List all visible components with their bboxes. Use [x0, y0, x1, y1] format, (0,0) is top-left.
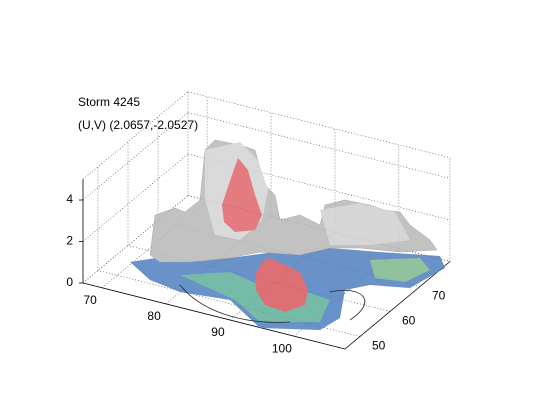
chart-title: Storm 4245	[78, 95, 140, 109]
wall-edge	[187, 91, 451, 159]
surface	[130, 139, 445, 330]
base-layer	[370, 258, 430, 282]
z-tick-label: 0	[66, 275, 73, 289]
y-tick-label: 60	[402, 314, 416, 328]
x-tick-label: 80	[147, 309, 161, 323]
red-surface	[255, 258, 308, 312]
x-tick-label: 100	[272, 341, 292, 355]
gray-surface	[320, 203, 410, 245]
contour	[329, 289, 365, 321]
y-tick-label: 70	[432, 289, 446, 303]
chart-subtitle: (U,V) (2.0657,-2.0527)	[78, 118, 198, 132]
base-layer	[180, 272, 330, 322]
contour	[179, 284, 291, 323]
grid-line	[187, 112, 451, 179]
x-tick-label: 90	[211, 325, 225, 339]
y-axis	[344, 261, 451, 350]
x-axis	[82, 282, 346, 350]
y-tick-label: 50	[372, 339, 386, 353]
x-tick-label: 70	[83, 293, 97, 307]
z-tick-label: 4	[66, 192, 73, 206]
z-tick-label: 2	[66, 234, 73, 248]
red-surface	[222, 158, 262, 232]
